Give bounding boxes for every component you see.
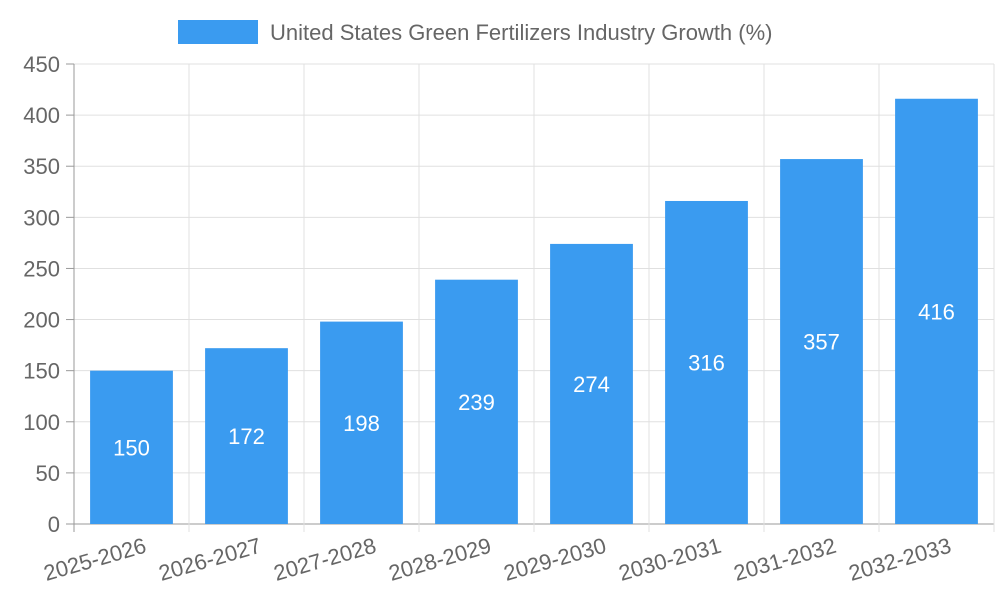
bar-value-label: 274 bbox=[573, 372, 610, 397]
bar-value-label: 357 bbox=[803, 330, 840, 355]
bar-value-label: 198 bbox=[343, 411, 380, 436]
x-tick-label: 2029-2030 bbox=[501, 533, 609, 586]
x-tick-label: 2031-2032 bbox=[731, 533, 839, 586]
y-tick-label: 350 bbox=[23, 154, 60, 179]
y-tick-label: 0 bbox=[48, 512, 60, 537]
y-tick-label: 100 bbox=[23, 410, 60, 435]
x-tick-label: 2030-2031 bbox=[616, 533, 724, 586]
bar bbox=[895, 98, 978, 524]
x-tick-label: 2028-2029 bbox=[386, 533, 494, 586]
x-tick-label: 2025-2026 bbox=[41, 533, 149, 586]
bar-value-label: 150 bbox=[113, 435, 150, 460]
bar-value-label: 239 bbox=[458, 390, 495, 415]
y-tick-label: 400 bbox=[23, 103, 60, 128]
legend: United States Green Fertilizers Industry… bbox=[178, 20, 773, 45]
x-tick-label: 2027-2028 bbox=[271, 533, 379, 586]
bar bbox=[435, 279, 518, 524]
bar-value-label: 316 bbox=[688, 350, 725, 375]
y-tick-label: 250 bbox=[23, 256, 60, 281]
bars bbox=[90, 98, 978, 525]
x-tick-label: 2032-2033 bbox=[846, 533, 954, 586]
bar bbox=[205, 348, 288, 524]
bar bbox=[780, 159, 863, 525]
bar bbox=[665, 200, 748, 524]
y-tick-label: 50 bbox=[36, 461, 60, 486]
bar-value-label: 416 bbox=[918, 299, 955, 324]
y-tick-label: 200 bbox=[23, 308, 60, 333]
bar-value-label: 172 bbox=[228, 424, 265, 449]
legend-swatch bbox=[178, 20, 258, 44]
grid bbox=[73, 63, 995, 532]
bar bbox=[550, 243, 633, 524]
legend-label: United States Green Fertilizers Industry… bbox=[270, 20, 773, 45]
data-labels: 150 172 198 239 274 316 357 416 bbox=[113, 299, 955, 460]
bar bbox=[320, 321, 403, 524]
y-tick-label: 300 bbox=[23, 205, 60, 230]
y-tick-label: 150 bbox=[23, 359, 60, 384]
y-tick-label: 450 bbox=[23, 52, 60, 77]
bar bbox=[90, 370, 173, 524]
x-tick-label: 2026-2027 bbox=[156, 533, 264, 586]
